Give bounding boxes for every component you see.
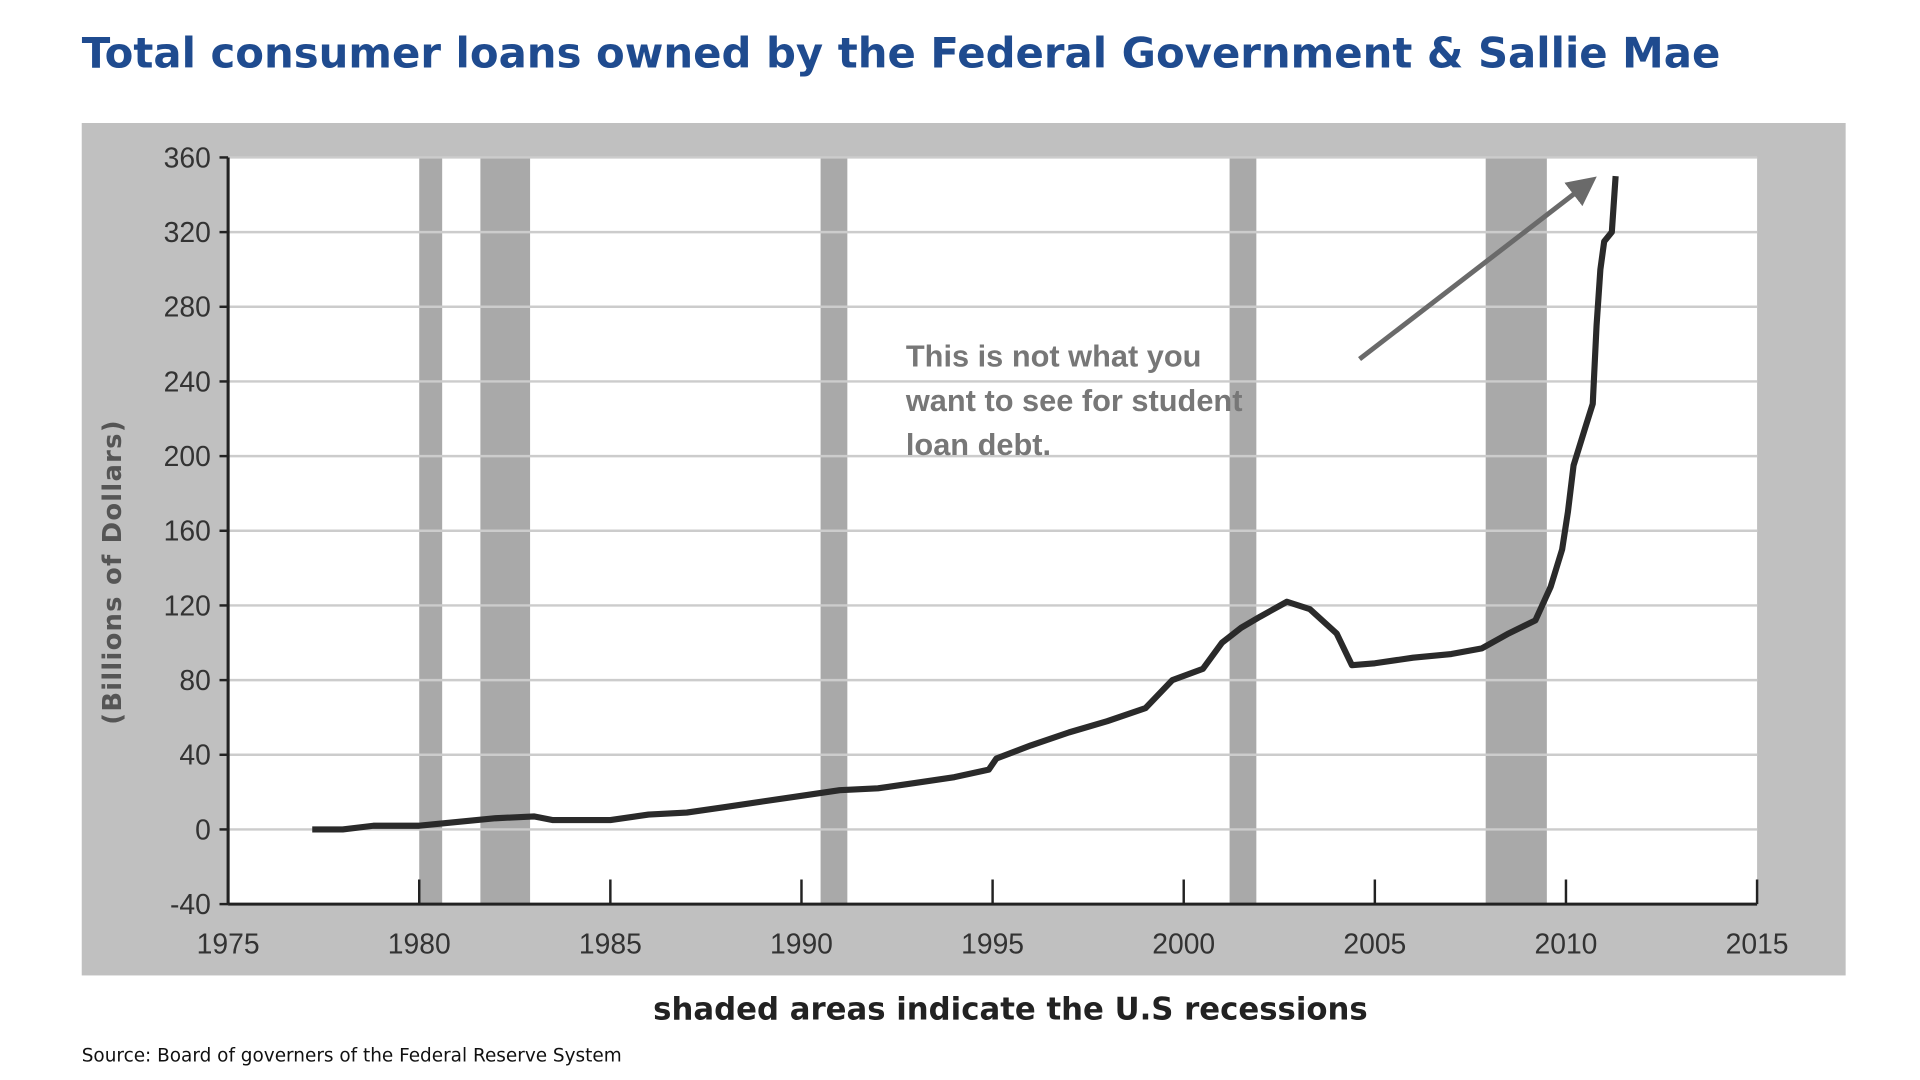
series-line <box>312 175 1619 833</box>
y-tick-label: 320 <box>164 216 211 248</box>
annotation-text: This is not what you <box>906 339 1202 374</box>
y-tick-label: 240 <box>164 365 211 397</box>
y-tick-label: -40 <box>170 888 211 920</box>
x-tick-label: 1990 <box>770 927 833 959</box>
y-tick-label: 120 <box>164 589 211 621</box>
annotation-text: loan debt. <box>906 427 1051 462</box>
x-tick-label: 2005 <box>1343 927 1406 959</box>
x-tick-label: 2000 <box>1152 927 1215 959</box>
x-tick-label: 1975 <box>197 927 260 959</box>
x-tick-label: 2010 <box>1535 927 1598 959</box>
y-tick-label: 40 <box>179 739 210 771</box>
annotation-arrow <box>1358 176 1597 361</box>
y-axis-label: (Billions of Dollars) <box>98 419 128 724</box>
y-tick-label: 360 <box>164 141 211 173</box>
x-tick-label: 1995 <box>961 927 1024 959</box>
y-tick-label: 200 <box>164 440 211 472</box>
chart-title: Total consumer loans owned by the Federa… <box>82 29 1721 78</box>
caption: shaded areas indicate the U.S recessions <box>653 992 1368 1028</box>
y-tick-label: 0 <box>195 813 211 845</box>
y-tick-label: 160 <box>164 515 211 547</box>
y-tick-label: 280 <box>164 291 211 323</box>
x-tick-label: 1980 <box>388 927 451 959</box>
y-tick-label: 80 <box>179 664 210 696</box>
annotation-text: want to see for student <box>905 383 1243 418</box>
x-tick-label: 2015 <box>1726 927 1789 959</box>
x-tick-label: 1985 <box>579 927 642 959</box>
source-note: Source: Board of governers of the Federa… <box>82 1046 622 1067</box>
